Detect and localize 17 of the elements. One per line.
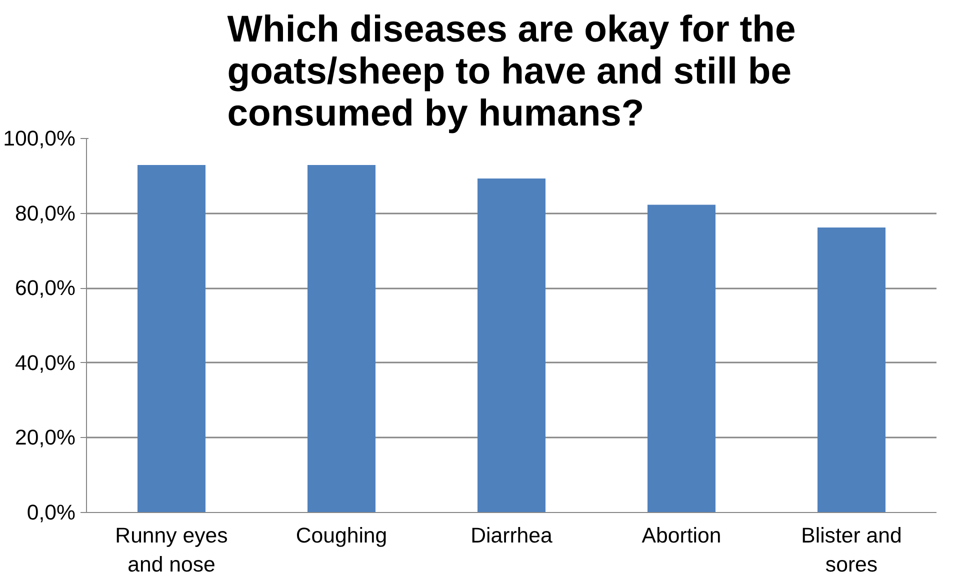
x-tick-label: Blister and sores bbox=[801, 524, 902, 576]
chart-title: Which diseases are okay for the goats/sheep to have and still be consumed by humans? bbox=[227, 8, 796, 134]
y-tick-label: 100,0% bbox=[3, 126, 76, 150]
y-tick-label: 40,0% bbox=[15, 350, 76, 375]
y-tick-label: 80,0% bbox=[15, 201, 76, 226]
bar bbox=[138, 165, 206, 512]
bar bbox=[648, 204, 716, 512]
y-tick-label: 20,0% bbox=[15, 426, 76, 450]
y-tick-label: 0,0% bbox=[26, 500, 76, 524]
x-tick-label: Runny eyes and nose bbox=[115, 524, 228, 576]
bar bbox=[818, 228, 886, 512]
x-tick-label: Diarrhea bbox=[470, 524, 553, 548]
y-tick-label: 60,0% bbox=[15, 276, 76, 300]
bar bbox=[478, 178, 546, 512]
x-tick-label: Coughing bbox=[296, 524, 388, 548]
x-tick-label: Abortion bbox=[642, 524, 722, 548]
bar bbox=[308, 165, 376, 512]
